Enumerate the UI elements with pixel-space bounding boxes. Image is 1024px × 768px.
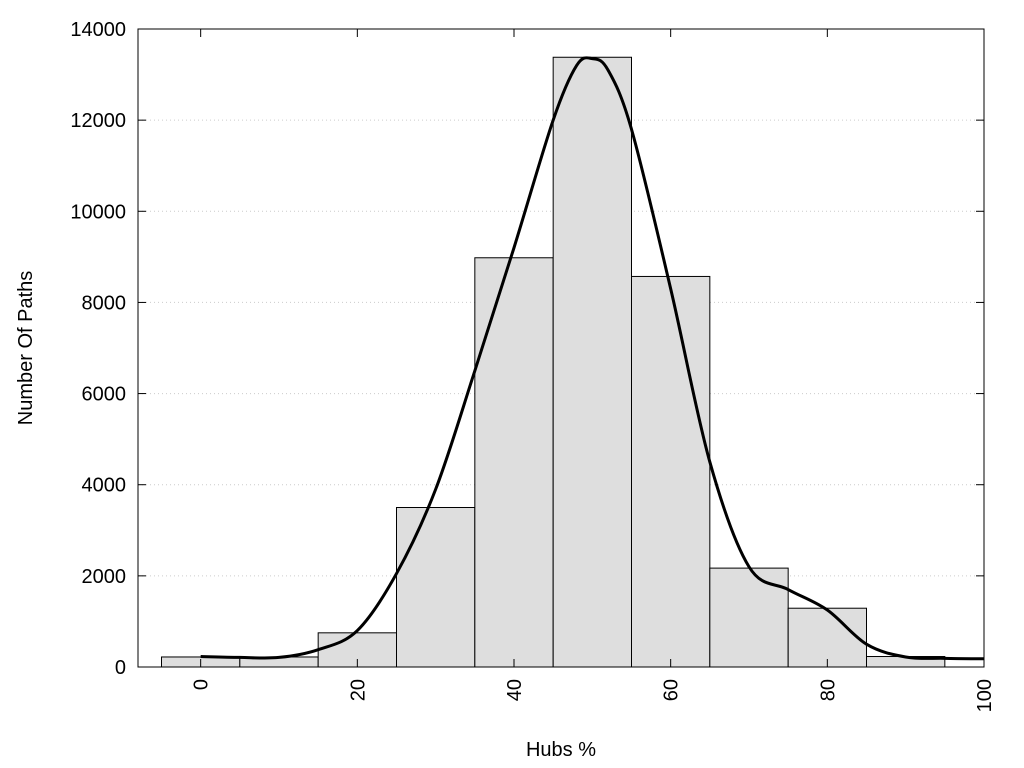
grid-lines — [138, 119, 984, 577]
y-tick-label: 2000 — [82, 566, 127, 588]
y-tick-label: 6000 — [82, 384, 127, 406]
x-tick-label: 80 — [817, 679, 839, 701]
x-tick-label: 100 — [974, 679, 996, 712]
y-tick-label: 0 — [115, 657, 126, 679]
y-tick-label: 14000 — [70, 19, 126, 41]
y-axis-ticks: 0 2000 4000 6000 8000 10000 12000 14000 — [70, 19, 984, 679]
y-axis-label: Number Of Paths — [15, 271, 37, 426]
histogram-bars — [161, 56, 946, 668]
x-axis-label: Hubs % — [526, 739, 596, 761]
histogram-bar — [474, 257, 554, 668]
y-tick-label: 4000 — [82, 475, 127, 497]
y-tick-label: 8000 — [82, 292, 127, 314]
histogram-bar — [709, 567, 789, 668]
x-tick-label: 40 — [504, 679, 526, 701]
density-curve-line — [200, 56, 985, 661]
y-tick-label: 12000 — [70, 110, 126, 132]
y-tick-label: 10000 — [70, 201, 126, 223]
x-tick-label: 60 — [661, 679, 683, 701]
histogram-bar — [396, 507, 476, 668]
plot-frame — [137, 28, 985, 668]
histogram-bar — [552, 56, 633, 668]
histogram-bar — [787, 607, 868, 668]
histogram-bar — [631, 275, 711, 668]
x-tick-label: 0 — [191, 679, 213, 690]
density-curve — [200, 56, 985, 661]
x-axis-ticks: 0 20 40 60 80 100 — [191, 29, 996, 712]
x-tick-label: 20 — [347, 679, 369, 701]
